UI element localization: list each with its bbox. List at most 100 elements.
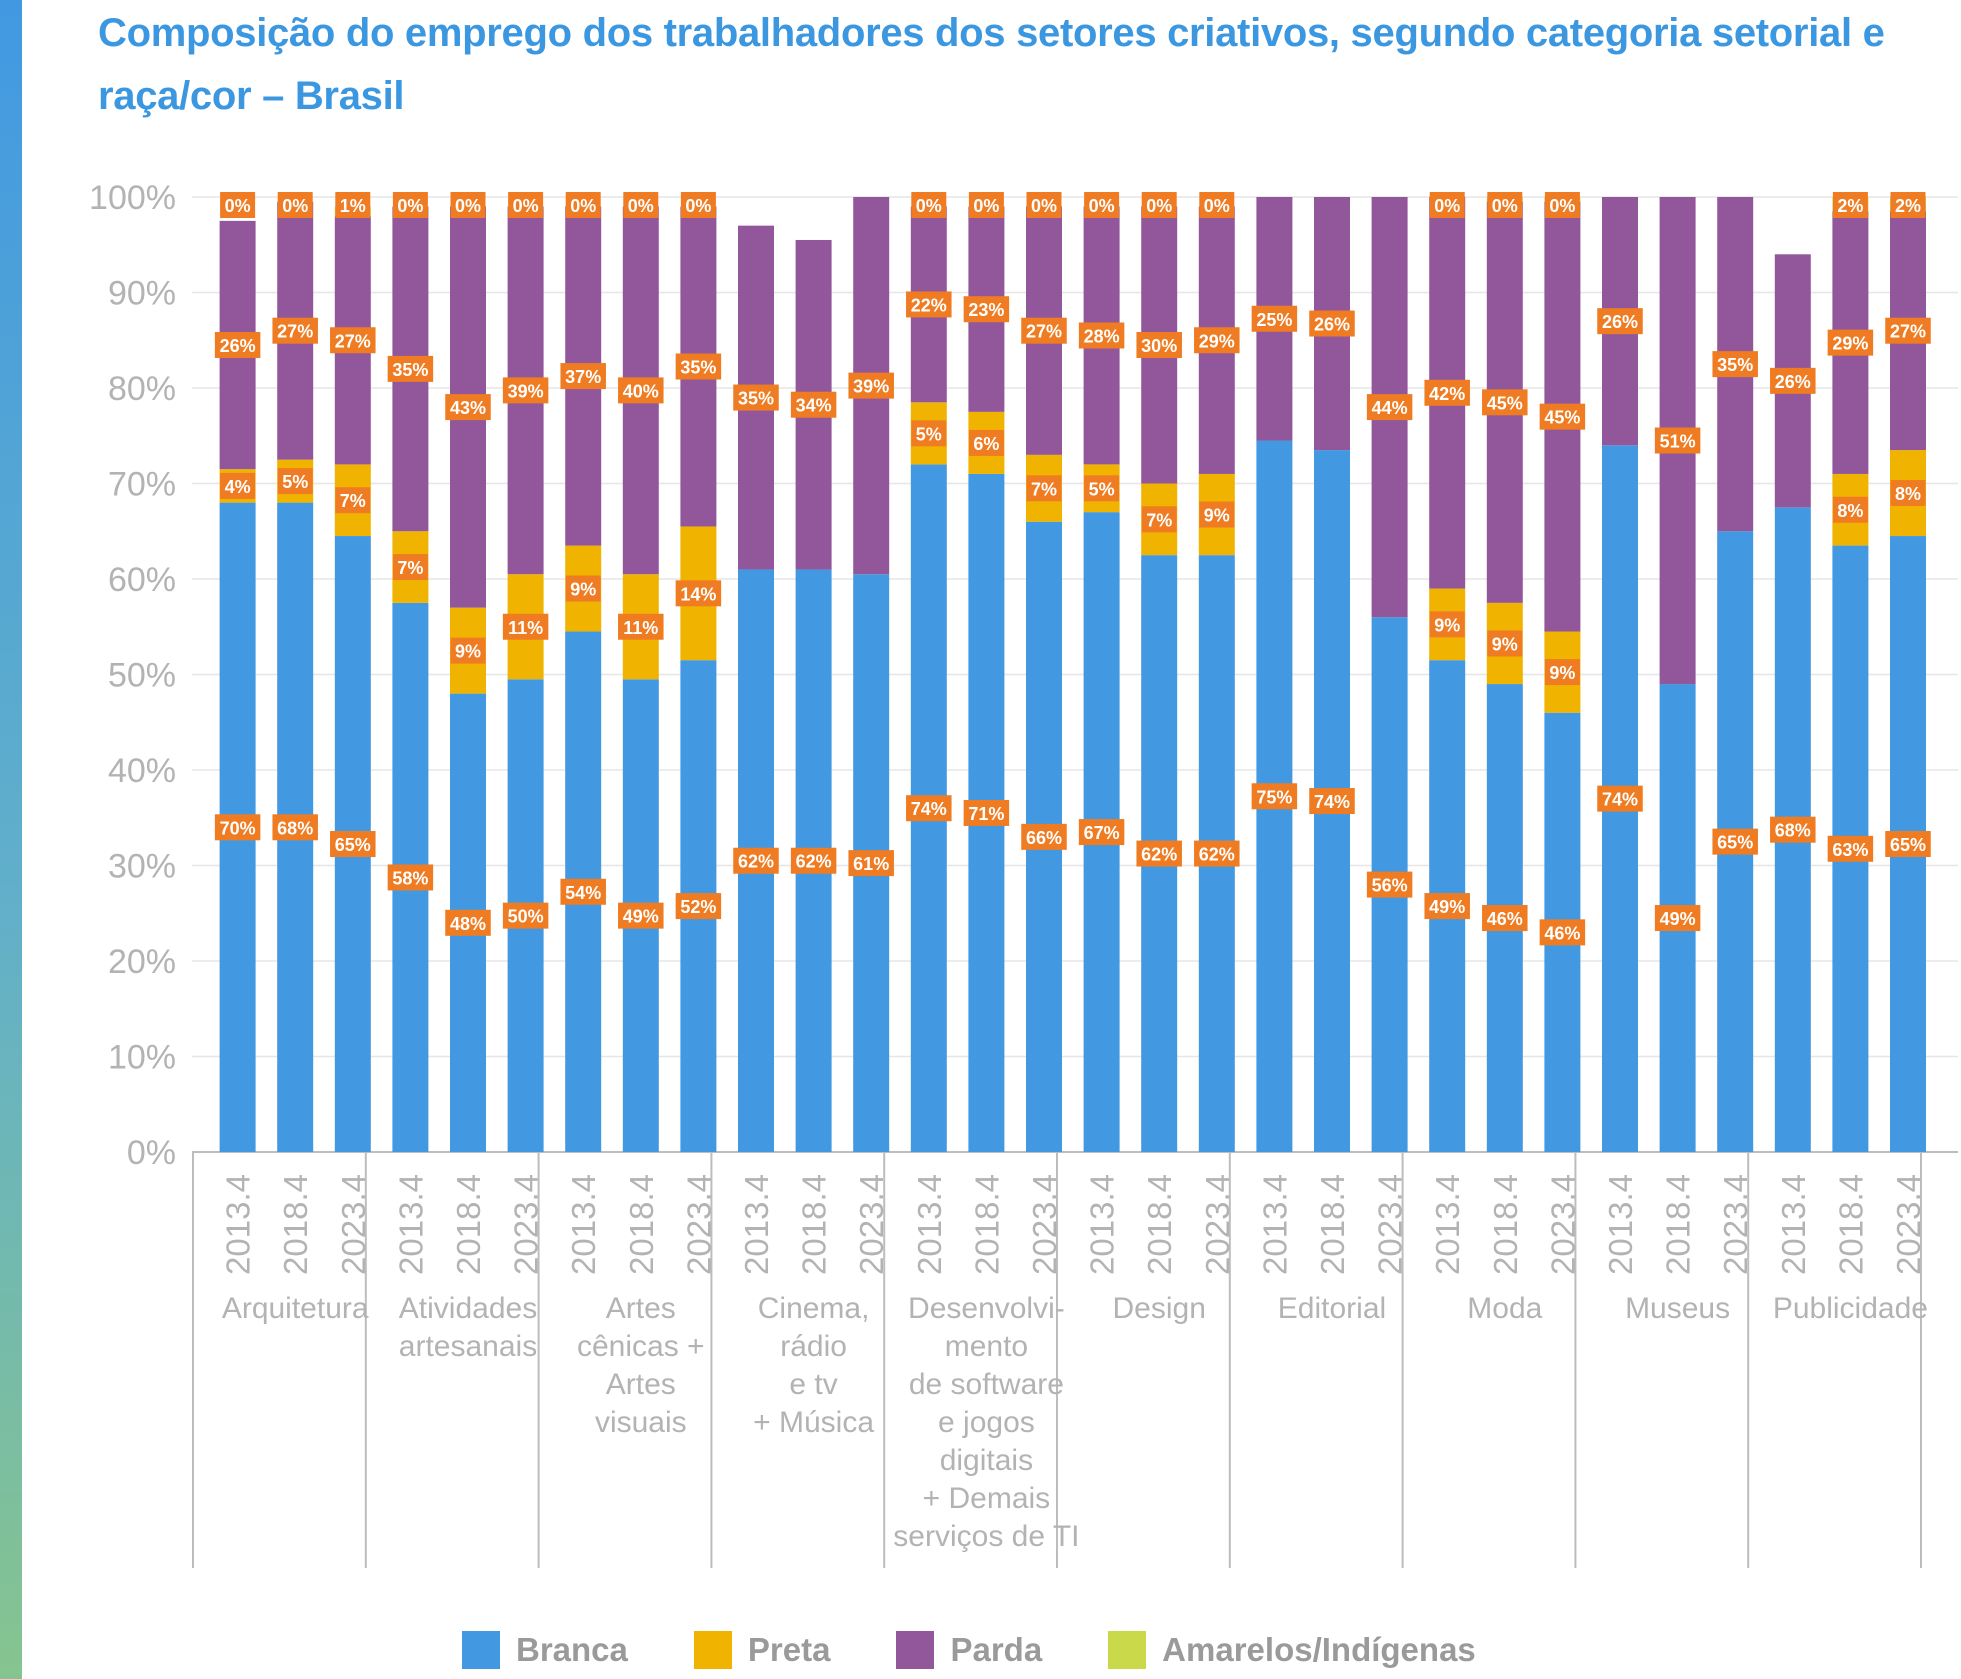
data-label-bg [272,317,318,344]
data-label-bg [1654,427,1701,454]
group-label-line: Artes [606,1292,676,1325]
x-tick-label: 2013.4 [392,1174,429,1275]
chart-legend: Branca Preta Parda Amarelos/Indígenas [462,1630,1542,1670]
group-label-line: serviços de TI [893,1520,1079,1553]
data-label-bg [911,420,947,447]
data-label: 74% [911,799,947,819]
data-label: 0% [973,196,999,216]
x-tick-label: 2013.4 [911,1174,948,1275]
data-label: 7% [397,558,423,578]
legend-swatch-parda [896,1631,935,1669]
data-label: 22% [911,295,947,315]
data-label: 27% [335,331,371,351]
data-label-bg [618,902,664,929]
x-tick-label: 2018.4 [1141,1174,1178,1275]
data-label-bg [214,332,261,359]
data-label-bg [963,296,1010,323]
x-tick-label: 2013.4 [1084,1174,1121,1275]
data-label: 62% [738,852,774,872]
data-label: 0% [1204,196,1230,216]
data-label-bg [675,580,722,607]
x-tick-label: 2023.4 [1026,1174,1063,1275]
x-tick-label: 2023.4 [1544,1174,1581,1275]
data-label: 0% [1434,196,1460,216]
data-label-bg [1136,840,1182,867]
data-label: 35% [738,389,774,409]
data-label: 65% [1890,835,1926,855]
data-label: 65% [335,835,371,855]
data-label: 0% [685,196,711,216]
data-label-bg [1309,310,1355,337]
data-label-bg [560,363,606,390]
data-label-bg [220,192,256,218]
data-label-bg [675,353,722,380]
x-tick-label: 2023.4 [1372,1174,1409,1275]
legend-item-amarelos: Amarelos/Indígenas [1108,1631,1476,1669]
group-label-line: Arquitetura [222,1292,369,1325]
data-label-bg [848,372,894,399]
x-tick-label: 2013.4 [220,1174,257,1275]
data-label-bg [968,192,1004,218]
data-label-bg [906,291,952,318]
data-label: 0% [1146,196,1172,216]
data-label: 44% [1372,398,1408,418]
data-label-bg [502,902,549,929]
x-tick-label: 2018.4 [277,1174,314,1275]
data-label-bg [1832,192,1868,218]
data-label: 48% [450,914,486,934]
legend-swatch-amarelos [1108,1631,1147,1669]
group-label-line: + Demais [923,1482,1051,1515]
data-label-bg [1194,327,1240,354]
x-tick-label: 2013.4 [565,1174,602,1275]
y-tick-label: 30% [108,848,176,886]
legend-label-branca: Branca [516,1631,628,1668]
data-label: 0% [397,196,423,216]
data-label-bg [968,429,1004,456]
y-tick-label: 100% [89,179,176,217]
data-label: 45% [1487,393,1523,413]
data-label-bg [790,847,837,874]
chart-title: Composição do emprego dos trabalhadores … [98,11,1885,118]
data-label-bg [214,814,261,841]
data-label: 35% [1717,355,1753,375]
legend-item-parda: Parda [896,1631,1042,1669]
data-label: 26% [1602,312,1638,332]
legend-swatch-branca [462,1631,500,1669]
data-label-bg [1366,394,1413,421]
data-label-bg [1429,192,1465,218]
data-label-bg [1199,192,1235,218]
x-tick-label: 2013.4 [1429,1174,1466,1275]
group-label-line: e jogos [938,1406,1035,1439]
x-tick-label: 2018.4 [1832,1174,1869,1275]
data-label-bg [1544,659,1580,686]
data-label: 62% [796,852,832,872]
data-label: 0% [628,196,654,216]
data-label-bg [445,909,491,936]
data-label: 26% [1314,315,1350,335]
data-label: 11% [508,618,543,638]
data-label: 70% [220,818,256,838]
data-label: 39% [508,381,544,401]
data-label: 7% [1031,479,1057,499]
data-label-bg [1251,305,1298,332]
data-label: 23% [968,300,1004,320]
data-label: 40% [623,381,659,401]
data-label: 28% [1084,326,1120,346]
x-tick-label: 2013.4 [1775,1174,1812,1275]
data-label-bg [392,192,428,218]
x-tick-label: 2018.4 [623,1174,660,1275]
data-label-bg [445,394,491,421]
group-label-line: cênicas + [577,1330,705,1363]
group-label-line: digitais [940,1444,1033,1477]
data-label-bg [502,613,549,640]
data-label: 61% [853,854,889,874]
data-label: 0% [282,196,308,216]
data-label: 0% [513,196,539,216]
data-label: 0% [225,196,251,216]
data-label-bg [1309,788,1355,815]
y-tick-label: 10% [108,1039,176,1077]
data-label: 0% [1031,196,1057,216]
data-label: 46% [1544,923,1580,943]
data-label-bg [733,384,779,411]
